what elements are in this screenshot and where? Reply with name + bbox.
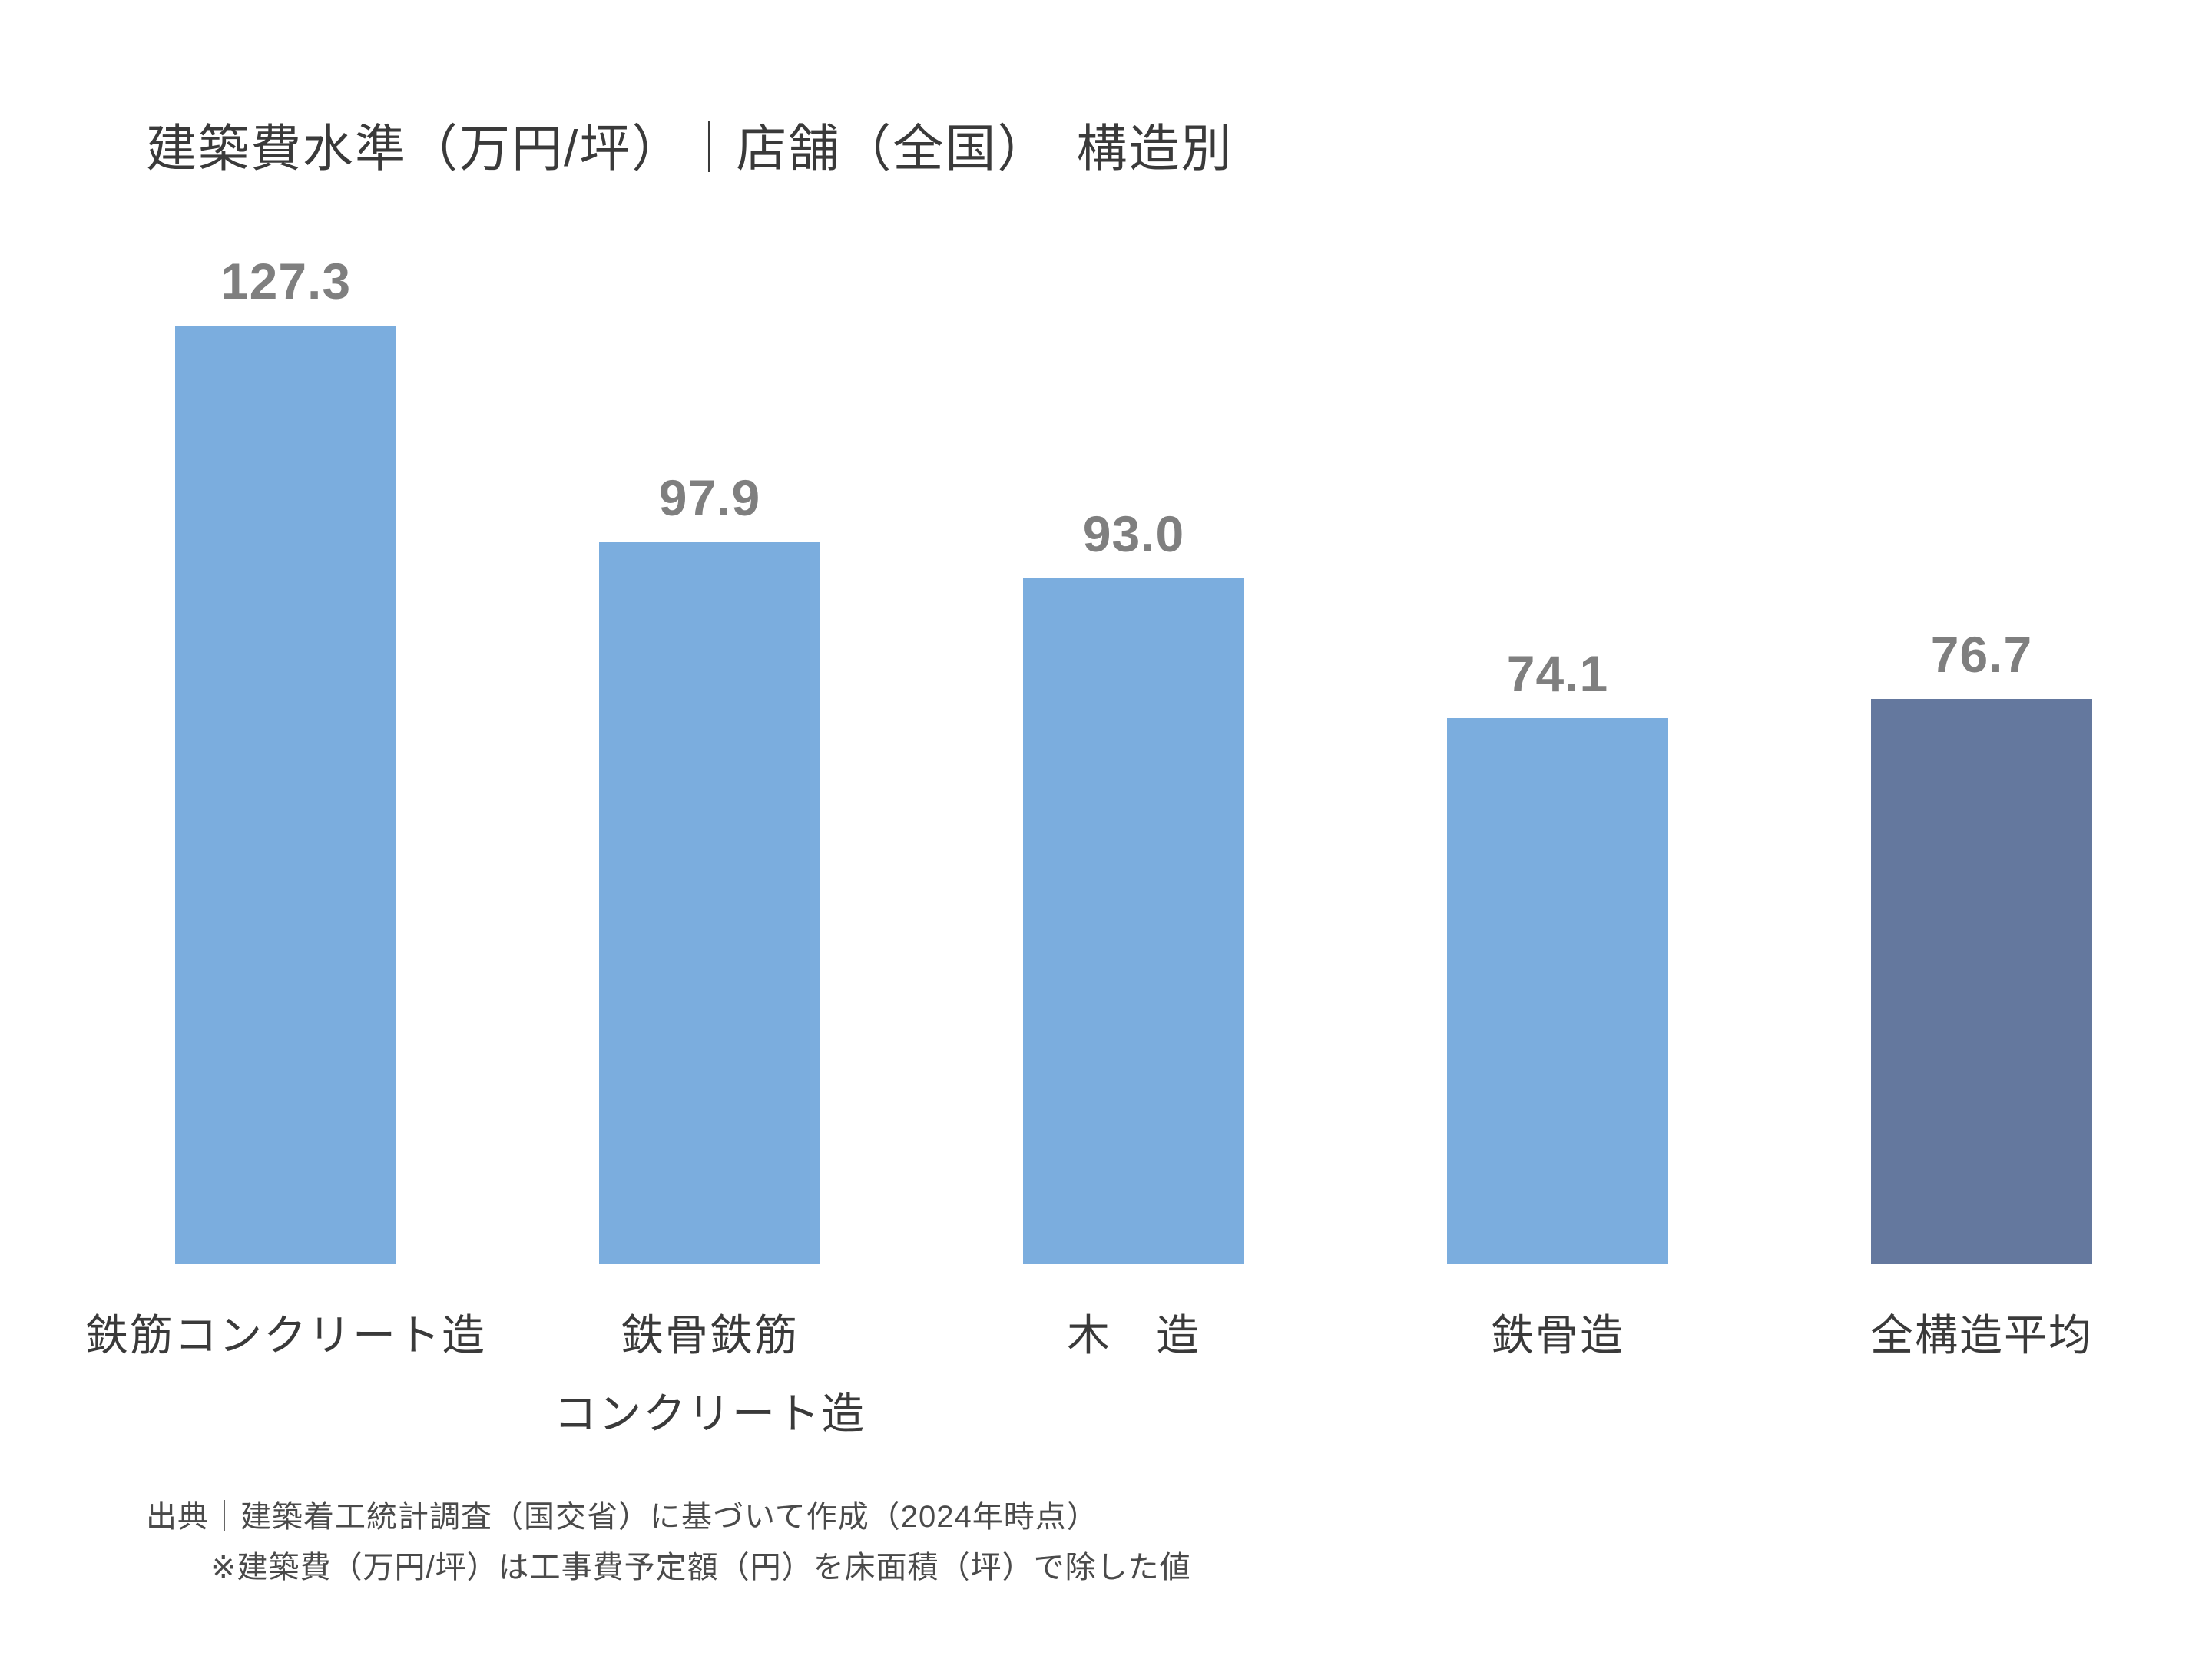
category-label: 木 造	[1067, 1311, 1200, 1359]
source-line-2: ※建築費（万円/坪）は工事費予定額（円）を床面積（坪）で除した値	[210, 1551, 1191, 1585]
category-label: 鉄骨造	[1491, 1311, 1624, 1359]
data-label: 127.3	[220, 253, 352, 310]
bar-chart-plot-area: 127.3 97.9 93.0 74.1 76.7	[74, 0, 2194, 1264]
data-label: 76.7	[1930, 626, 2033, 683]
bar-column: 127.3	[74, 0, 498, 1264]
category-label: 鉄筋コンクリート造	[85, 1311, 486, 1359]
data-label: 93.0	[1082, 505, 1185, 562]
data-label: 74.1	[1506, 645, 1609, 702]
bar-wood	[1023, 578, 1244, 1264]
bar-column: 93.0	[922, 0, 1346, 1264]
bar-src	[599, 542, 820, 1264]
source-line-1: 出典｜建築着工統計調査（国交省）に基づいて作成（2024年時点）	[146, 1500, 1098, 1534]
category-axis: 鉄筋コンクリート造 鉄骨鉄筋 コンクリート造 木 造 鉄骨造 全構造平均	[74, 1296, 2194, 1453]
bar-steel	[1447, 718, 1668, 1264]
category-label: 全構造平均	[1870, 1311, 2093, 1359]
bar-average	[1871, 699, 2092, 1264]
bar-column: 76.7	[1770, 0, 2194, 1264]
data-label: 97.9	[658, 469, 761, 526]
chart-title: 建築費水準（万円/坪）｜店舗（全国） 構造別	[146, 120, 1233, 177]
bar-column: 97.9	[498, 0, 922, 1264]
category-label: 鉄骨鉄筋 コンクリート造	[554, 1311, 866, 1438]
source-note: 出典｜建築着工統計調査（国交省）に基づいて作成（2024年時点） ※建築費（万円…	[146, 1492, 1191, 1594]
bar-column: 74.1	[1346, 0, 1770, 1264]
bar-rc	[175, 326, 396, 1264]
